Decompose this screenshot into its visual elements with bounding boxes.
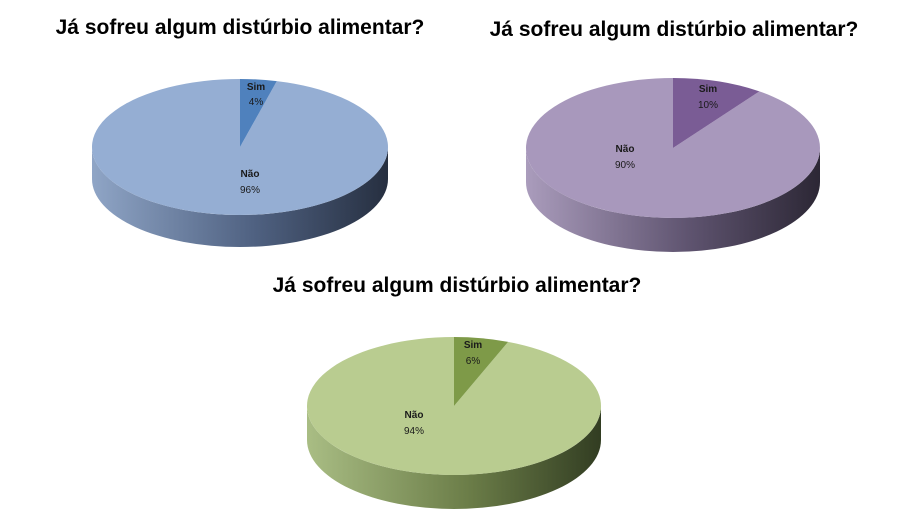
chart-2-side [526,148,820,252]
chart-3-label-nao-name: Não [405,410,424,421]
chart-2-label-sim-name: Sim [699,84,717,95]
chart-2-label-nao-value: 90% [615,160,635,171]
chart-2-slice-sim [673,78,760,148]
chart-1-label-nao-value: 96% [240,185,260,196]
pie-chart-2: Já sofreu algum distúrbio alimentar? Sim… [490,18,859,252]
chart-3-side [307,406,601,509]
chart-2-title: Já sofreu algum distúrbio alimentar? [490,18,859,41]
chart-1-side [92,147,388,247]
chart-2-label-nao-name: Não [616,144,635,155]
chart-1-title: Já sofreu algum distúrbio alimentar? [56,16,425,39]
chart-1-label-sim-name: Sim [247,82,265,93]
chart-1-label-sim-value: 4% [249,97,264,108]
chart-3-title: Já sofreu algum distúrbio alimentar? [273,274,642,297]
chart-3-slice-sim [454,337,509,406]
chart-1-slice-sim [240,79,277,147]
pie-chart-3: Já sofreu algum distúrbio alimentar? Sim… [273,274,642,509]
chart-1-slice-nao [92,79,389,215]
chart-2-slice-nao [525,78,820,218]
chart-3-label-nao-value: 94% [404,426,424,437]
chart-3-slice-nao [306,337,601,476]
chart-3-label-sim-value: 6% [466,356,481,367]
chart-2-label-sim-value: 10% [698,100,718,111]
chart-3-label-sim-name: Sim [464,340,482,351]
pie-chart-1: Já sofreu algum distúrbio alimentar? Sim… [56,16,425,247]
chart-1-label-nao-name: Não [241,169,260,180]
